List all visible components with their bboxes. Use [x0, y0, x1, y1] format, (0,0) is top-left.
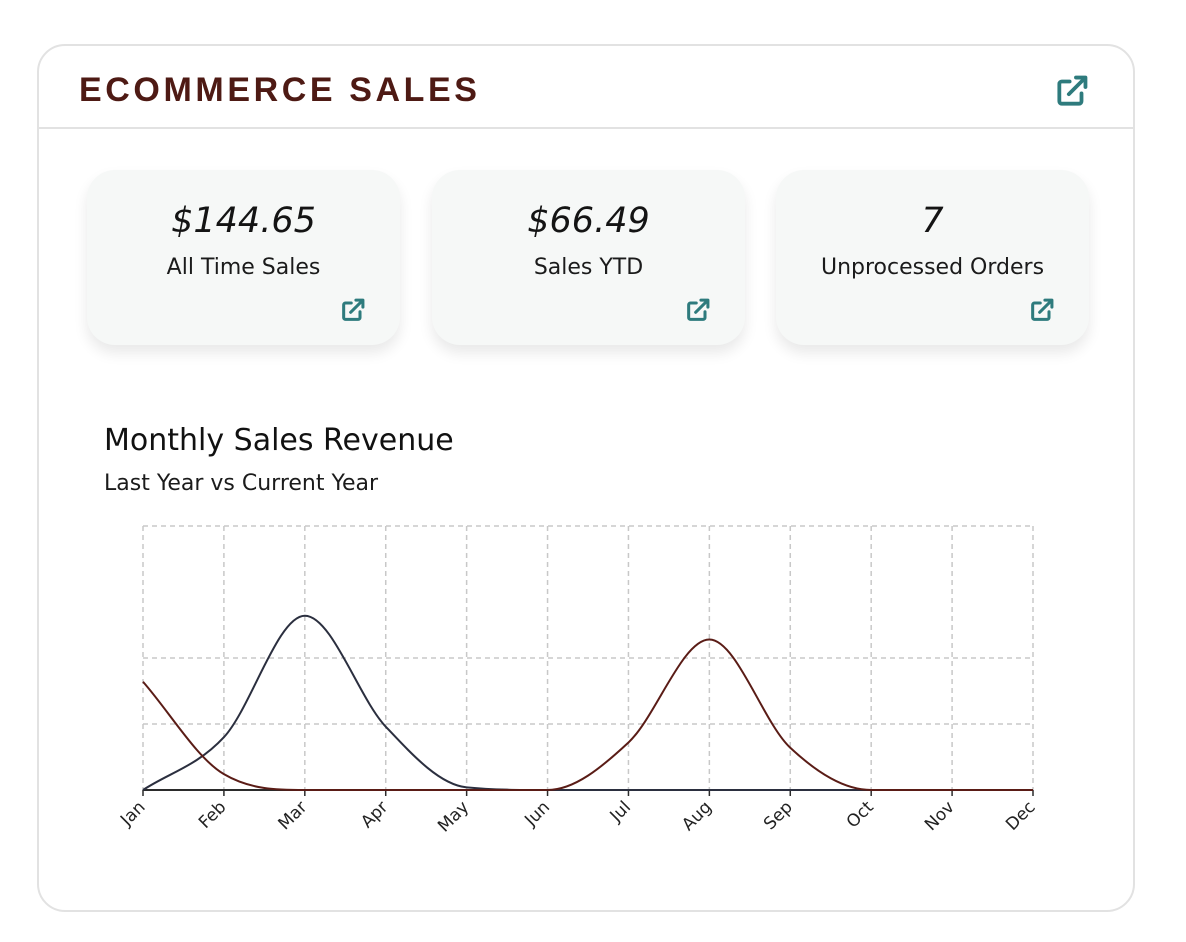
stat-card-all-time-sales: $144.65 All Time Sales: [87, 170, 400, 345]
x-tick-label: Aug: [678, 797, 716, 835]
external-link-icon[interactable]: [1053, 72, 1091, 110]
card-header: ECOMMERCE SALES: [39, 46, 1133, 129]
x-tick-label: Mar: [275, 797, 312, 834]
x-tick-label: Dec: [1002, 797, 1039, 834]
x-tick-label: Nov: [921, 797, 959, 835]
x-tick-label: Jan: [116, 797, 149, 830]
stat-value: $144.65: [171, 201, 316, 241]
x-tick-label: Jun: [520, 797, 554, 831]
stat-card-sales-ytd: $66.49 Sales YTD: [432, 170, 745, 345]
ecommerce-sales-card: ECOMMERCE SALES $144.65 All Time Sales $…: [37, 44, 1135, 912]
chart-subtitle: Last Year vs Current Year: [104, 471, 379, 496]
stat-label: Sales YTD: [533, 255, 644, 280]
x-tick-label: Feb: [195, 797, 230, 832]
chart-title: Monthly Sales Revenue: [104, 423, 454, 458]
stat-value: $66.49: [527, 201, 650, 241]
x-tick-label: May: [434, 797, 473, 836]
card-title: ECOMMERCE SALES: [79, 71, 481, 109]
stat-label: Unprocessed Orders: [820, 255, 1045, 280]
external-link-icon[interactable]: [1028, 296, 1056, 324]
x-tick-label: Oct: [843, 797, 878, 832]
external-link-icon[interactable]: [339, 296, 367, 324]
x-tick-label: Apr: [357, 797, 392, 832]
x-tick-label: Jul: [606, 797, 635, 826]
monthly-sales-chart: Jan Feb Mar Apr May Jun Jul Aug Sep Oct Nov Dec: [116, 525, 1040, 836]
x-tick-label: Sep: [760, 797, 797, 834]
external-link-icon[interactable]: [684, 296, 712, 324]
stat-label: All Time Sales: [166, 255, 321, 280]
stat-value: 7: [921, 201, 944, 241]
series-line-current-year: [142, 638, 1033, 792]
stat-card-unprocessed-orders: 7 Unprocessed Orders: [776, 170, 1089, 345]
series-line-last-year: [142, 614, 1033, 792]
